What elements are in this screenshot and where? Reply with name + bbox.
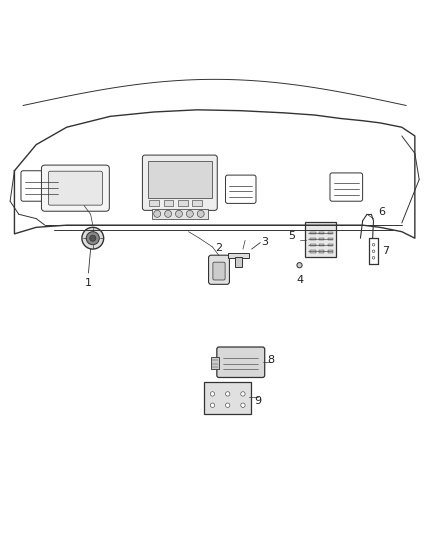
FancyBboxPatch shape: [142, 155, 217, 211]
Text: 1: 1: [85, 278, 92, 288]
Bar: [152, 209, 208, 219]
Text: 4: 4: [296, 275, 303, 285]
Circle shape: [154, 211, 161, 217]
Circle shape: [372, 250, 375, 253]
FancyBboxPatch shape: [42, 165, 110, 211]
FancyBboxPatch shape: [217, 347, 265, 377]
Circle shape: [86, 232, 99, 245]
Circle shape: [210, 403, 215, 407]
Bar: [311, 250, 316, 253]
Bar: [328, 238, 333, 240]
Circle shape: [186, 211, 193, 217]
Text: 5: 5: [288, 231, 295, 241]
Bar: [311, 238, 316, 240]
FancyBboxPatch shape: [204, 382, 251, 414]
Text: 8: 8: [267, 354, 274, 365]
Circle shape: [372, 244, 375, 246]
FancyBboxPatch shape: [208, 255, 230, 284]
Bar: [164, 200, 173, 206]
Circle shape: [372, 256, 375, 259]
Circle shape: [90, 235, 96, 241]
Circle shape: [82, 228, 104, 249]
FancyBboxPatch shape: [148, 161, 212, 198]
Bar: [319, 238, 324, 240]
Text: 2: 2: [215, 244, 223, 254]
Text: 6: 6: [378, 207, 385, 217]
Circle shape: [241, 392, 245, 396]
Bar: [211, 357, 219, 369]
Circle shape: [165, 211, 172, 217]
Bar: [319, 244, 324, 246]
Text: 7: 7: [382, 246, 389, 256]
Bar: [311, 232, 316, 235]
Bar: [149, 200, 159, 206]
Bar: [311, 244, 316, 246]
Text: 9: 9: [254, 396, 261, 406]
Text: 3: 3: [261, 237, 268, 247]
FancyBboxPatch shape: [48, 171, 102, 205]
Circle shape: [176, 211, 183, 217]
Circle shape: [226, 403, 230, 407]
Circle shape: [297, 263, 302, 268]
Bar: [328, 250, 333, 253]
Bar: [328, 232, 333, 235]
Bar: [319, 232, 324, 235]
Bar: [319, 250, 324, 253]
Circle shape: [241, 403, 245, 407]
FancyBboxPatch shape: [305, 222, 336, 257]
Bar: [192, 200, 202, 206]
Circle shape: [226, 392, 230, 396]
Circle shape: [197, 211, 204, 217]
Circle shape: [210, 392, 215, 396]
Bar: [328, 244, 333, 246]
Bar: [228, 254, 250, 258]
Bar: [178, 200, 187, 206]
Bar: [235, 257, 242, 266]
FancyBboxPatch shape: [213, 262, 225, 280]
